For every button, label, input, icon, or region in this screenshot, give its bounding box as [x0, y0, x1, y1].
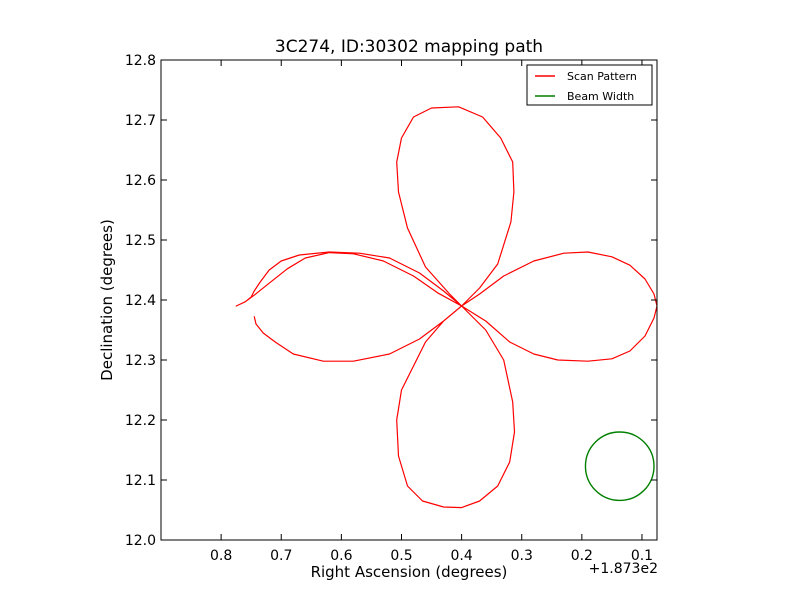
y-tick-label: 12.3 — [125, 353, 156, 369]
x-tick-label: 0.4 — [450, 548, 472, 564]
scan-pattern-line — [235, 106, 657, 509]
chart-title: 3C274, ID:30302 mapping path — [275, 37, 543, 57]
y-tick-label: 12.6 — [125, 173, 156, 189]
x-tick-label: 0.6 — [330, 548, 352, 564]
beam-width-circle — [584, 431, 655, 502]
axis-ticks: 0.8 0.7 0.6 0.5 0.4 0.3 0.2 0.1 12.0 12.1 12.2 12.3… — [125, 53, 657, 564]
y-tick-label: 12.0 — [125, 533, 156, 549]
legend-box — [526, 64, 653, 106]
y-axis-label: Declination (degrees) — [98, 219, 116, 381]
legend-label: Scan Pattern — [567, 70, 637, 83]
y-tick-label: 12.7 — [125, 113, 156, 129]
x-tick-label: 0.7 — [270, 548, 292, 564]
series-group — [235, 106, 657, 509]
x-axis-offset-label: +1.873e2 — [589, 561, 658, 577]
x-axis-label: Right Ascension (degrees) — [311, 563, 508, 581]
x-tick-label: 0.1 — [631, 548, 653, 564]
x-tick-label: 0.2 — [571, 548, 593, 564]
legend: Scan Pattern Beam Width — [526, 64, 653, 106]
x-tick-label: 0.8 — [210, 548, 232, 564]
y-tick-label: 12.5 — [125, 233, 156, 249]
legend-label: Beam Width — [567, 90, 634, 103]
x-tick-label: 0.3 — [511, 548, 533, 564]
y-tick-label: 12.1 — [125, 473, 156, 489]
y-tick-label: 12.4 — [125, 293, 156, 309]
y-tick-label: 12.2 — [125, 413, 156, 429]
y-tick-label: 12.8 — [125, 53, 156, 69]
x-tick-label: 0.5 — [390, 548, 412, 564]
